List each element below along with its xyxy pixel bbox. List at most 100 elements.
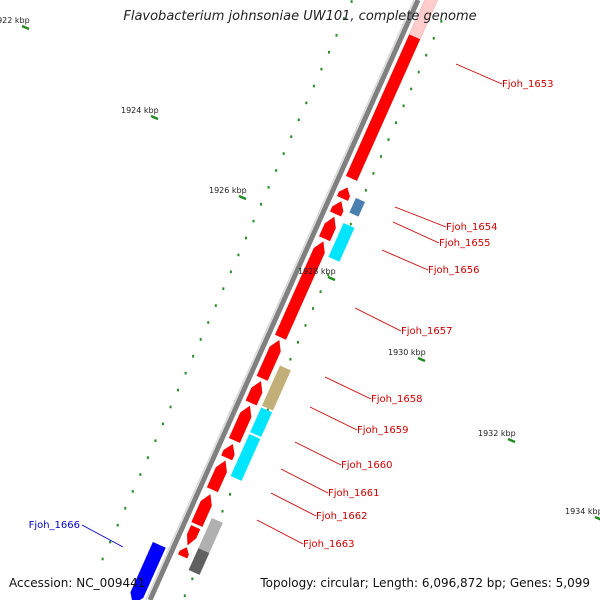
scale-tick-label: 1930 kbp <box>388 348 426 357</box>
gene-arrow-forward-down <box>186 524 201 546</box>
tick-dot-outer <box>305 101 308 105</box>
scale-tick-mark <box>327 275 336 282</box>
tick-dot-inner <box>372 172 375 175</box>
gene-label-fjoh_1658: Fjoh_1658 <box>371 394 422 405</box>
gene-label-fjoh_1666: Fjoh_1666 <box>29 520 80 531</box>
leader-fjoh_1660 <box>294 441 342 466</box>
gene-block-cyan <box>230 433 261 481</box>
tick-dot-outer <box>199 338 202 341</box>
tick-dot-inner <box>221 509 224 513</box>
scale-tick-mark <box>150 114 159 121</box>
tick-dot-outer <box>184 371 187 375</box>
tick-dot-inner <box>349 222 352 226</box>
tick-dot-inner <box>327 273 330 277</box>
tick-dot-outer <box>290 135 293 138</box>
tick-dot-outer <box>131 490 134 493</box>
tick-dot-outer <box>139 473 142 476</box>
tick-dot-outer <box>327 50 330 54</box>
tick-dot-outer <box>146 456 149 459</box>
tick-dot-inner <box>425 53 428 57</box>
gene-labels: Fjoh_1653 Fjoh_1654 Fjoh_1655 Fjoh_1656 Fjoh… <box>29 79 554 550</box>
tick-dot-outer <box>192 354 195 358</box>
tick-dot-outer <box>237 253 240 257</box>
tick-dot-outer <box>260 202 263 206</box>
gene-arrow-forward <box>336 187 351 202</box>
tick-dot-outer <box>154 439 157 443</box>
leader-fjoh_1655 <box>392 221 440 244</box>
genome-backbone-highlight <box>145 0 415 600</box>
scale-tick-label: 1926 kbp <box>209 186 247 195</box>
tick-dot-inner <box>364 188 367 192</box>
gene-arrow-forward <box>220 443 235 461</box>
tick-dot-outer <box>207 321 210 324</box>
tick-dot-outer <box>275 169 278 172</box>
gene-label-fjoh_1660: Fjoh_1660 <box>341 460 392 471</box>
tick-dot-inner <box>417 70 420 74</box>
gene-arrow-forward <box>274 240 325 341</box>
tick-dot-inner <box>229 493 232 496</box>
tick-dot-inner <box>304 324 307 327</box>
gene-label-fjoh_1663: Fjoh_1663 <box>303 539 354 550</box>
tick-dot-inner <box>395 121 398 125</box>
tick-dot-inner <box>319 290 322 293</box>
tick-dot-inner <box>266 408 269 412</box>
gene-label-fjoh_1656: Fjoh_1656 <box>428 265 479 276</box>
tick-dot-inner <box>410 87 413 91</box>
tick-dot-outer <box>109 540 112 544</box>
gene-block-grey <box>198 517 223 553</box>
gene-arrow-forward <box>256 339 281 382</box>
gene-arrow-forward <box>245 380 263 406</box>
gene-block-pale <box>409 0 438 40</box>
tick-dot-inner <box>183 594 186 597</box>
gene-label-fjoh_1657: Fjoh_1657 <box>401 326 452 337</box>
tick-dot-inner <box>289 357 292 361</box>
topology-text: Topology: circular; Length: 6,096,872 bp… <box>260 576 590 590</box>
tick-dot-inner <box>432 36 435 40</box>
gene-block-cyan <box>250 407 273 438</box>
gene-label-fjoh_1661: Fjoh_1661 <box>328 488 379 499</box>
scale-tick-mark <box>594 515 600 521</box>
tick-dot-outer <box>312 84 315 88</box>
scale-tick-label: 1932 kbp <box>478 429 516 438</box>
genome-backbone <box>147 0 421 600</box>
gene-arrow-forward <box>228 405 252 444</box>
scale-tick-label: 1922 kbp <box>0 16 30 25</box>
gene-block-tan <box>262 365 291 411</box>
leader-fjoh_1666 <box>81 524 124 548</box>
gene-arrow-forward <box>206 460 228 493</box>
tick-dot-inner <box>440 20 443 23</box>
tick-dot-inner <box>312 307 315 310</box>
leader-fjoh_1661 <box>280 468 329 494</box>
accession-text: Accession: NC_009441 <box>9 576 146 590</box>
scale-tick-mark <box>417 356 426 363</box>
leader-fjoh_1653 <box>455 63 503 85</box>
tick-dot-outer <box>161 422 164 426</box>
tick-dot-outer <box>343 17 346 20</box>
tick-dot-outer <box>244 236 247 240</box>
tick-dot-inner <box>387 138 390 141</box>
tick-dot-outer <box>116 523 119 527</box>
tick-dot-inner <box>379 155 382 158</box>
label-leader-lines <box>81 63 503 548</box>
tick-dot-outer <box>177 388 180 392</box>
leader-fjoh_1657 <box>354 307 402 332</box>
gene-arrow-forward <box>329 200 344 217</box>
gene-arrow-forward <box>318 216 336 242</box>
scale-tick-mark <box>238 194 247 201</box>
gene-arrow-forward <box>177 546 190 559</box>
leader-fjoh_1658 <box>324 376 372 400</box>
gene-label-fjoh_1653: Fjoh_1653 <box>502 79 553 90</box>
tick-dot-outer <box>169 405 172 409</box>
tick-dot-outer <box>320 67 323 71</box>
scale-tick-label: 1924 kbp <box>121 106 159 115</box>
scale-tick-label: 1928 kbp <box>298 267 336 276</box>
tick-dot-outer <box>335 34 338 37</box>
tick-dot-inner <box>191 577 194 581</box>
leader-fjoh_1662 <box>270 492 317 517</box>
gene-label-fjoh_1662: Fjoh_1662 <box>316 511 367 522</box>
scale-tick-mark <box>507 437 516 444</box>
tick-dot-outer <box>297 118 300 122</box>
tick-dot-outer <box>222 287 225 291</box>
tick-dot-outer <box>214 304 217 307</box>
